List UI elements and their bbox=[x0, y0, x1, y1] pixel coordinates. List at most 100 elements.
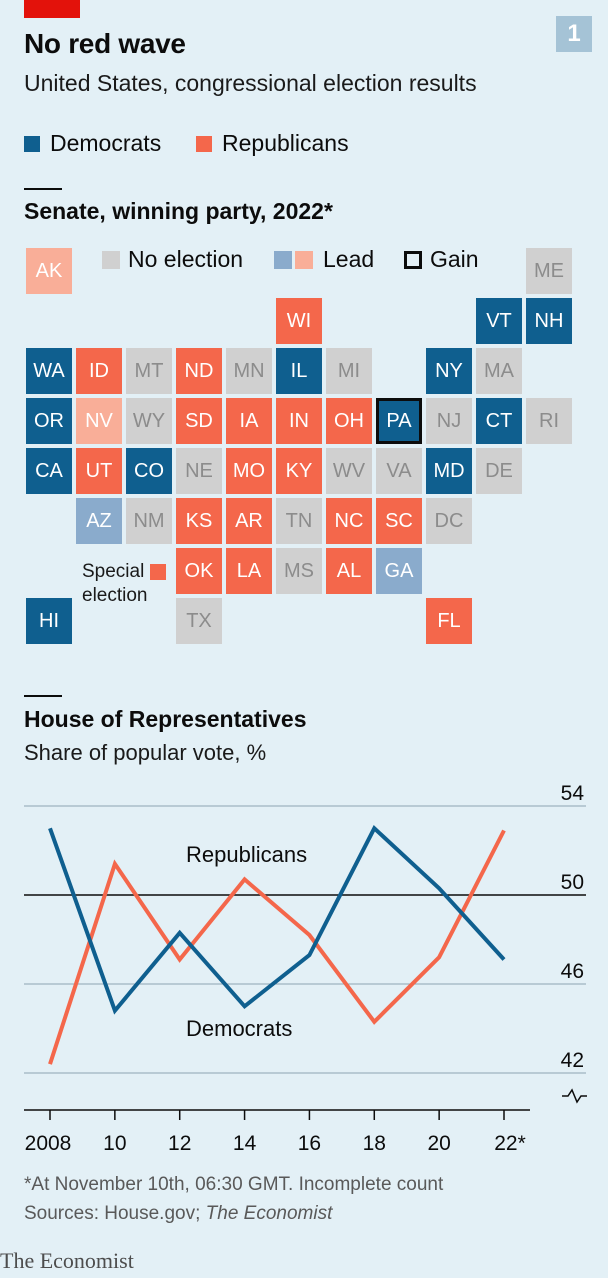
state-tile-ga: GA bbox=[376, 548, 422, 594]
state-tile-me: ME bbox=[526, 248, 572, 294]
state-tile-wi: WI bbox=[276, 298, 322, 344]
footnote: *At November 10th, 06:30 GMT. Incomplete… bbox=[24, 1170, 443, 1228]
state-tile-va: VA bbox=[376, 448, 422, 494]
y-tick-label-54: 54 bbox=[561, 782, 585, 805]
state-tile-oh: OH bbox=[326, 398, 372, 444]
state-tile-ky: KY bbox=[276, 448, 322, 494]
state-tile-md: MD bbox=[426, 448, 472, 494]
legend-republicans-swatch bbox=[196, 135, 212, 152]
house-section-rule bbox=[24, 695, 62, 697]
state-tile-pa: PA bbox=[376, 398, 422, 444]
map-legend-gain: Gain bbox=[404, 246, 479, 273]
footnote-sources: Sources: House.gov; The Economist bbox=[24, 1199, 443, 1228]
footnote-line1: *At November 10th, 06:30 GMT. Incomplete… bbox=[24, 1174, 444, 1195]
state-tile-wy: WY bbox=[126, 398, 172, 444]
house-title: House of Representatives bbox=[24, 706, 307, 732]
gain-label: Gain bbox=[430, 246, 479, 272]
legend-republicans: Republicans bbox=[196, 130, 349, 157]
series-line-democrats bbox=[48, 825, 506, 1015]
x-tick-label-2014: 14 bbox=[233, 1132, 257, 1155]
state-tile-nj: NJ bbox=[426, 398, 472, 444]
state-tile-nv: NV bbox=[76, 398, 122, 444]
house-subtitle: Share of popular vote, % bbox=[24, 740, 267, 765]
state-tile-wv: WV bbox=[326, 448, 372, 494]
x-tick-label-2016: 16 bbox=[298, 1132, 321, 1155]
lead-label: Lead bbox=[323, 246, 375, 272]
senate-section-rule bbox=[24, 188, 62, 190]
house-line-chart: 42 46 50 54 2008 10 12 14 16 18 20 22* Republicans De… bbox=[24, 782, 587, 1155]
state-tile-nm: NM bbox=[126, 498, 172, 544]
x-tick-label-2018: 18 bbox=[363, 1132, 386, 1155]
state-tile-hi: HI bbox=[26, 598, 72, 644]
sources-prefix: Sources: House.gov; bbox=[24, 1203, 206, 1224]
special-election-line2: election bbox=[82, 585, 148, 606]
sources-italic: The Economist bbox=[205, 1203, 333, 1224]
state-tile-in: IN bbox=[276, 398, 322, 444]
y-tick-label-50: 50 bbox=[561, 871, 584, 894]
state-tile-mt: MT bbox=[126, 348, 172, 394]
state-tile-la: LA bbox=[226, 548, 272, 594]
state-tile-ks: KS bbox=[176, 498, 222, 544]
series-label-republicans: Republicans bbox=[186, 842, 307, 867]
state-tile-id: ID bbox=[76, 348, 122, 394]
brand-logo-text: The Economist bbox=[0, 1248, 134, 1273]
state-tile-sd: SD bbox=[176, 398, 222, 444]
state-tile-mn: MN bbox=[226, 348, 272, 394]
axis-break-icon bbox=[562, 1088, 587, 1104]
series-label-democrats: Democrats bbox=[186, 1016, 292, 1041]
rep-lead-swatch bbox=[295, 250, 313, 269]
state-tile-mi: MI bbox=[326, 348, 372, 394]
state-tile-wa: WA bbox=[26, 348, 72, 394]
legend-democrats-label: Democrats bbox=[50, 130, 162, 156]
chart-number-badge: 1 bbox=[556, 16, 592, 52]
no-election-label: No election bbox=[128, 246, 244, 272]
state-tile-nd: ND bbox=[176, 348, 222, 394]
legend-democrats: Democrats bbox=[24, 130, 161, 157]
state-tile-dc: DC bbox=[426, 498, 472, 544]
state-tile-ut: UT bbox=[76, 448, 122, 494]
legend-republicans-label: Republicans bbox=[222, 130, 349, 156]
state-tile-mo: MO bbox=[226, 448, 272, 494]
state-tile-ri: RI bbox=[526, 398, 572, 444]
x-tick-label-2008: 2008 bbox=[25, 1132, 72, 1155]
state-tile-ak: AK bbox=[26, 248, 72, 294]
state-tile-ny: NY bbox=[426, 348, 472, 394]
state-tile-fl: FL bbox=[426, 598, 472, 644]
legend-democrats-swatch bbox=[24, 135, 40, 152]
x-tick-label-2012: 12 bbox=[168, 1132, 191, 1155]
state-tile-tn: TN bbox=[276, 498, 322, 544]
state-tile-ne: NE bbox=[176, 448, 222, 494]
state-tile-sc: SC bbox=[376, 498, 422, 544]
state-tile-co: CO bbox=[126, 448, 172, 494]
senate-title: Senate, winning party, 2022* bbox=[24, 198, 333, 224]
state-tile-ma: MA bbox=[476, 348, 522, 394]
state-tile-ok: OK bbox=[176, 548, 222, 594]
series-line-republicans bbox=[48, 829, 506, 1065]
x-tick-label-2020: 20 bbox=[427, 1132, 450, 1155]
y-tick-label-42: 42 bbox=[561, 1049, 584, 1072]
page-subtitle: United States, congressional election re… bbox=[24, 70, 477, 96]
page-title: No red wave bbox=[24, 28, 186, 59]
state-tile-or: OR bbox=[26, 398, 72, 444]
state-tile-nh: NH bbox=[526, 298, 572, 344]
brand-red-bar bbox=[24, 0, 80, 18]
special-election-swatch bbox=[150, 564, 166, 580]
state-tile-nc: NC bbox=[326, 498, 372, 544]
dem-lead-swatch bbox=[274, 250, 292, 269]
state-tile-ar: AR bbox=[226, 498, 272, 544]
x-tick-label-2010: 10 bbox=[103, 1132, 126, 1155]
no-election-swatch bbox=[102, 250, 120, 269]
state-tile-ct: CT bbox=[476, 398, 522, 444]
gain-swatch bbox=[404, 250, 422, 269]
map-legend-no-election: No election bbox=[102, 246, 243, 273]
y-tick-label-46: 46 bbox=[561, 960, 584, 983]
special-election-label: Special election bbox=[82, 560, 148, 608]
state-tile-de: DE bbox=[476, 448, 522, 494]
special-election-line1: Special bbox=[82, 561, 145, 582]
state-tile-al: AL bbox=[326, 548, 372, 594]
state-tile-ca: CA bbox=[26, 448, 72, 494]
state-tile-vt: VT bbox=[476, 298, 522, 344]
state-tile-ms: MS bbox=[276, 548, 322, 594]
state-tile-ia: IA bbox=[226, 398, 272, 444]
state-tile-il: IL bbox=[276, 348, 322, 394]
